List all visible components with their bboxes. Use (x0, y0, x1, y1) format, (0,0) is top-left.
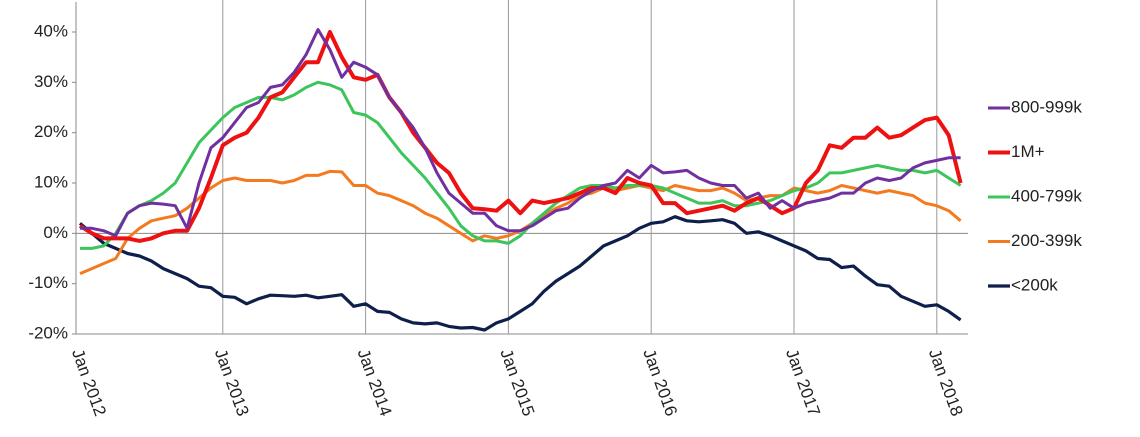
x-tick-label: Jan 2013 (211, 346, 253, 418)
legend-label: 200-399k (1011, 231, 1082, 250)
x-tick-label: Jan 2014 (354, 346, 396, 418)
legend-label: 800-999k (1011, 97, 1082, 116)
x-tick-label: Jan 2015 (496, 346, 538, 418)
y-tick-label: 10% (34, 172, 68, 191)
y-tick-label: -10% (28, 273, 68, 292)
legend-label: 1M+ (1011, 142, 1045, 161)
legend-label: 400-799k (1011, 186, 1082, 205)
x-tick-label: Jan 2012 (68, 346, 110, 418)
series-line (78, 30, 963, 243)
y-tick-label: -20% (28, 323, 68, 342)
x-tick-label: Jan 2018 (925, 346, 967, 418)
series-line (78, 215, 962, 332)
y-tick-label: 20% (34, 122, 68, 141)
x-tick-label: Jan 2017 (782, 346, 824, 418)
y-tick-label: 30% (34, 72, 68, 91)
legend-label: <200k (1011, 275, 1058, 294)
y-tick-label: 40% (34, 21, 68, 40)
y-tick-label: 0% (43, 223, 68, 242)
x-tick-label: Jan 2016 (639, 346, 681, 418)
series-line (80, 28, 961, 238)
series-line (80, 80, 962, 250)
